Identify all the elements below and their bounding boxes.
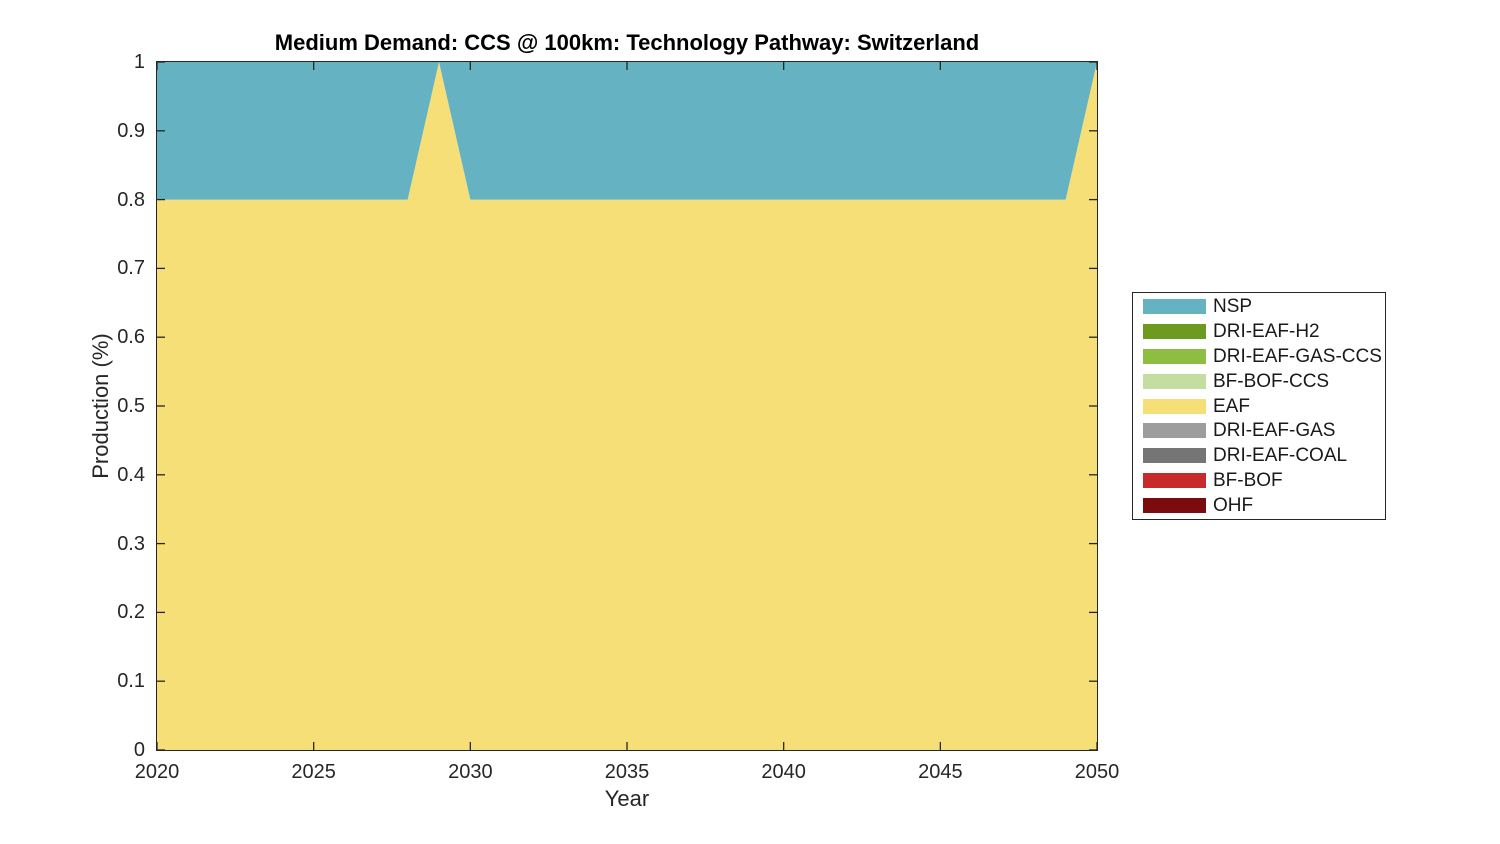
legend-item-OHF: OHF	[1143, 495, 1385, 516]
legend-swatch	[1143, 473, 1206, 489]
legend-label: BF-BOF-CCS	[1213, 370, 1330, 392]
legend-swatch	[1143, 448, 1206, 464]
legend-item-NSP: NSP	[1143, 296, 1385, 317]
area-EAF	[157, 62, 1097, 750]
legend-item-DRI-EAF-COAL: DRI-EAF-COAL	[1143, 445, 1385, 467]
x-tick-label: 2025	[291, 761, 336, 783]
legend-item-EAF: EAF	[1143, 395, 1385, 417]
x-tick-label: 2040	[761, 761, 806, 783]
legend-swatch	[1143, 373, 1206, 389]
y-tick-label: 0.5	[117, 395, 145, 417]
legend-item-BF-BOF-CCS: BF-BOF-CCS	[1143, 370, 1385, 392]
legend-swatch	[1143, 348, 1206, 364]
legend-label: BF-BOF	[1213, 470, 1283, 492]
y-tick-label: 0.3	[117, 532, 145, 555]
area-NSP	[157, 62, 1097, 200]
legend-swatch	[1143, 398, 1206, 414]
legend-item-DRI-EAF-GAS-CCS: DRI-EAF-GAS-CCS	[1143, 345, 1385, 367]
x-tick-label: 2020	[134, 761, 180, 783]
y-tick-label: 0.4	[117, 463, 145, 486]
x-axis-label: Year	[604, 786, 650, 811]
legend-label: DRI-EAF-COAL	[1213, 445, 1348, 467]
y-axis-label: Production (%)	[88, 333, 113, 479]
legend-item-DRI-EAF-H2: DRI-EAF-H2	[1143, 320, 1385, 342]
y-tick-label: 0.9	[117, 119, 145, 142]
y-tick-label: 0.7	[117, 257, 145, 280]
legend-swatch	[1143, 423, 1206, 439]
x-tick-label: 2035	[604, 761, 650, 783]
legend-swatch	[1143, 498, 1206, 513]
legend-item-BF-BOF: BF-BOF	[1143, 470, 1385, 492]
x-tick-label: 2030	[448, 761, 493, 783]
legend: NSP DRI-EAF-H2 DRI-EAF-GAS-CCS BF-BOF-CCS EA…	[1132, 292, 1386, 520]
y-tick-label: 1	[133, 51, 145, 73]
y-tick-label: 0.2	[117, 601, 145, 624]
legend-label: EAF	[1213, 395, 1250, 417]
x-tick-label: 2050	[1074, 761, 1120, 783]
chart-title: Medium Demand: CCS @ 100km: Technology P…	[274, 30, 980, 55]
y-tick-label: 0.6	[117, 326, 145, 349]
legend-label: DRI-EAF-H2	[1213, 320, 1320, 342]
legend-label: NSP	[1213, 296, 1253, 317]
x-tick-label: 2045	[918, 761, 963, 783]
plot-area	[157, 62, 1097, 750]
y-tick-label: 0.8	[117, 188, 145, 211]
legend-swatch	[1143, 323, 1206, 339]
legend-label: DRI-EAF-GAS-CCS	[1213, 345, 1382, 367]
legend-label: DRI-EAF-GAS	[1213, 420, 1336, 442]
ticks-group	[157, 62, 1097, 750]
legend-swatch	[1143, 299, 1206, 314]
areas-group	[157, 62, 1097, 750]
legend-item-DRI-EAF-GAS: DRI-EAF-GAS	[1143, 420, 1385, 442]
y-tick-label: 0.1	[117, 670, 145, 693]
y-tick-label: 0	[133, 739, 145, 761]
legend-label: OHF	[1213, 495, 1254, 516]
